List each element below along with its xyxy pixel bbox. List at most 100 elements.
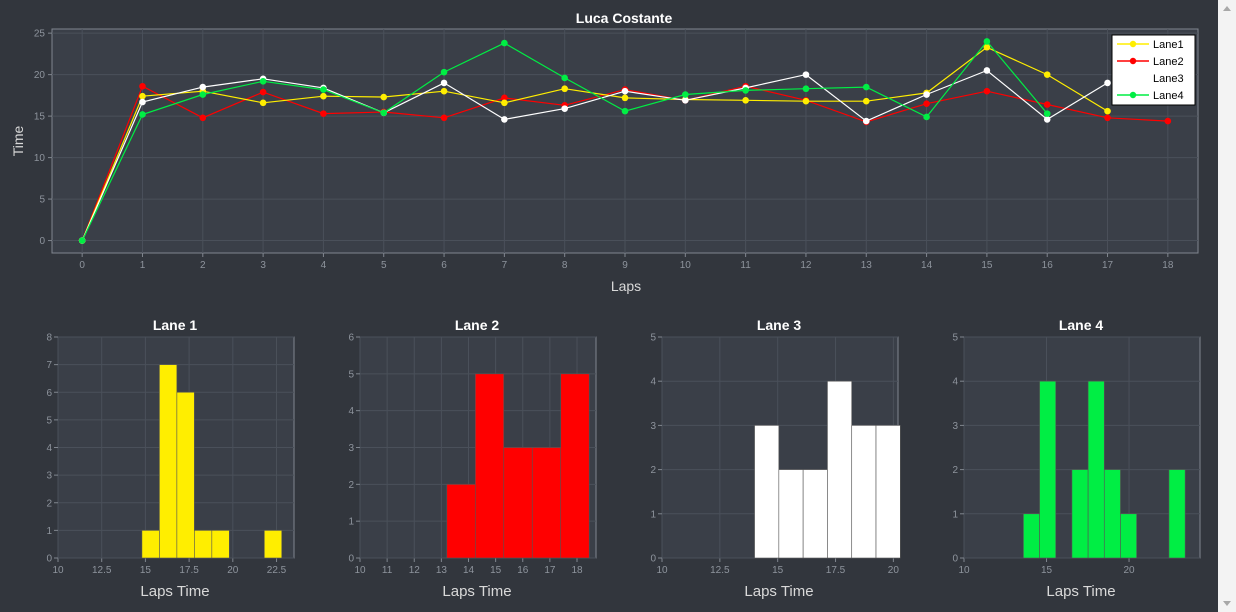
vertical-scrollbar[interactable] xyxy=(1218,0,1236,612)
data-point-lane3 xyxy=(440,79,448,87)
x-tick-label: 4 xyxy=(321,260,327,271)
data-point-lane3 xyxy=(923,91,930,98)
x-tick-label: 18 xyxy=(1162,260,1174,271)
histogram-bar xyxy=(1087,380,1105,559)
x-tick-label: 16 xyxy=(1042,260,1054,271)
x-axis-label: Laps xyxy=(611,278,641,294)
x-tick-label: 14 xyxy=(463,565,475,576)
x-tick-label: 12.5 xyxy=(710,565,730,576)
data-point-lane1 xyxy=(621,94,629,102)
legend-swatch-marker xyxy=(1129,57,1137,65)
x-tick-label: 20 xyxy=(227,565,239,576)
data-point-lane2 xyxy=(1164,117,1172,125)
histogram-bar xyxy=(875,425,901,559)
x-tick-label: 1 xyxy=(140,260,146,271)
data-point-lane1 xyxy=(501,99,508,107)
data-point-lane3 xyxy=(139,98,146,106)
x-tick-label: 20 xyxy=(1123,565,1135,576)
histogram-bar xyxy=(446,484,476,559)
y-tick-label: 2 xyxy=(46,498,52,509)
x-tick-label: 8 xyxy=(562,260,568,271)
legend-entry-label: Lane4 xyxy=(1153,90,1184,102)
data-point-lane3 xyxy=(1043,116,1051,123)
y-tick-label: 0 xyxy=(952,554,958,565)
histogram-bar xyxy=(1168,469,1186,559)
y-tick-label: 0 xyxy=(46,554,52,565)
x-tick-label: 15 xyxy=(490,565,502,576)
data-point-lane4 xyxy=(1043,110,1051,117)
data-point-lane4 xyxy=(682,91,689,98)
y-tick-label: 20 xyxy=(34,70,46,81)
y-tick-label: 15 xyxy=(34,112,46,123)
histogram-bar xyxy=(531,447,562,559)
histogram-bar xyxy=(141,530,160,559)
histogram-bar xyxy=(194,530,213,559)
legend: Lane1 Lane2 Lane3 Lane4 xyxy=(1111,34,1196,106)
data-point-lane1 xyxy=(1104,107,1111,115)
lane-2-histogram: Lane 2 Laps Time 10 11 12 13 14 15 16 17 1801234… xyxy=(348,317,597,600)
lane-4-histogram: Lane 4 Laps Time 10 15 20 0 1 2 3 4 5 xyxy=(952,317,1201,600)
data-point-lane2 xyxy=(1104,114,1111,122)
legend-entry-label: Lane2 xyxy=(1153,56,1184,68)
y-tick-label: 8 xyxy=(46,333,52,344)
data-point-lane4 xyxy=(501,39,508,47)
data-point-lane1 xyxy=(983,43,991,51)
chevron-down-icon[interactable] xyxy=(1223,601,1231,606)
y-tick-label: 2 xyxy=(650,465,656,476)
x-tick-label: 0 xyxy=(79,260,85,271)
histogram-bar xyxy=(1120,513,1137,559)
histogram-bar xyxy=(802,469,828,559)
histogram-x-axis-label: Laps Time xyxy=(442,583,511,600)
data-point-lane1 xyxy=(440,87,448,95)
legend-entry-label: Lane1 xyxy=(1153,39,1184,51)
data-point-lane4 xyxy=(621,107,629,115)
data-point-lane2 xyxy=(983,87,991,95)
data-point-lane1 xyxy=(320,92,327,100)
data-point-lane3 xyxy=(561,105,568,112)
data-point-lane3 xyxy=(682,97,689,104)
data-point-lane1 xyxy=(802,97,810,105)
y-tick-label: 2 xyxy=(952,465,958,476)
legend-entry-label: Lane3 xyxy=(1153,73,1184,85)
y-tick-label: 3 xyxy=(348,443,354,454)
chart-title: Luca Costante xyxy=(576,10,673,26)
x-tick-label: 15 xyxy=(1041,565,1053,576)
x-tick-label: 13 xyxy=(861,260,873,271)
x-tick-label: 10 xyxy=(354,565,366,576)
y-tick-label: 1 xyxy=(348,517,354,528)
histogram-x-axis-label: Laps Time xyxy=(744,583,813,600)
lane-3-histogram: Lane 3 Laps Time 10 12.5 15 17.5 20 0 1 2 3 4 5 xyxy=(650,317,901,600)
series-line-lane1 xyxy=(81,46,1108,241)
x-tick-label: 10 xyxy=(680,260,692,271)
x-tick-label: 10 xyxy=(656,565,668,576)
legend-swatch-marker xyxy=(1129,40,1137,48)
data-point-lane4 xyxy=(802,85,810,93)
x-tick-label: 3 xyxy=(260,260,266,271)
series-line-lane3 xyxy=(81,69,1108,241)
legend-box xyxy=(1111,34,1196,106)
data-point-lane1 xyxy=(742,97,749,104)
histogram-bar xyxy=(754,425,780,559)
y-tick-label: 3 xyxy=(650,421,656,432)
x-tick-label: 9 xyxy=(622,260,628,271)
data-point-lane1 xyxy=(561,85,568,93)
y-tick-label: 0 xyxy=(39,236,45,247)
x-tick-label: 15 xyxy=(140,565,152,576)
x-tick-label: 20 xyxy=(888,565,900,576)
histogram-title: Lane 2 xyxy=(455,317,500,333)
x-tick-label: 15 xyxy=(981,260,993,271)
data-point-lane4 xyxy=(320,86,327,93)
data-point-lane2 xyxy=(501,94,508,102)
data-point-lane2 xyxy=(1043,101,1051,108)
histogram-bar xyxy=(263,530,283,559)
histogram-bar xyxy=(778,469,804,559)
data-point-lane3 xyxy=(199,83,207,91)
histogram-title: Lane 3 xyxy=(757,317,802,333)
x-tick-label: 6 xyxy=(441,260,447,271)
data-point-lane1 xyxy=(862,97,870,105)
data-point-lane4 xyxy=(259,77,267,85)
x-tick-label: 16 xyxy=(517,565,529,576)
y-tick-label: 4 xyxy=(650,377,656,388)
chevron-up-icon[interactable] xyxy=(1223,6,1231,11)
histogram-bar xyxy=(560,373,590,559)
